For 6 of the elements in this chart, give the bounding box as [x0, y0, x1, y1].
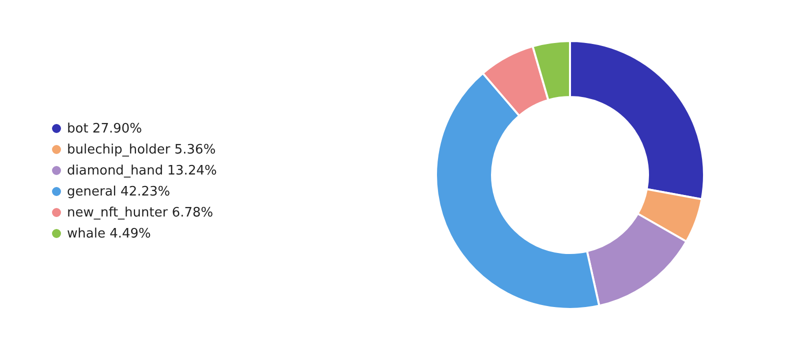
legend-label: general 42.23% [67, 184, 170, 200]
legend-label: diamond_hand 13.24% [67, 164, 217, 178]
legend-label: new_nft_hunter 6.78% [67, 206, 214, 220]
legend-label: whale 4.49% [67, 226, 151, 242]
legend-label: bot 27.90% [67, 122, 142, 136]
legend-label: bulechip_holder 5.36% [67, 142, 216, 158]
